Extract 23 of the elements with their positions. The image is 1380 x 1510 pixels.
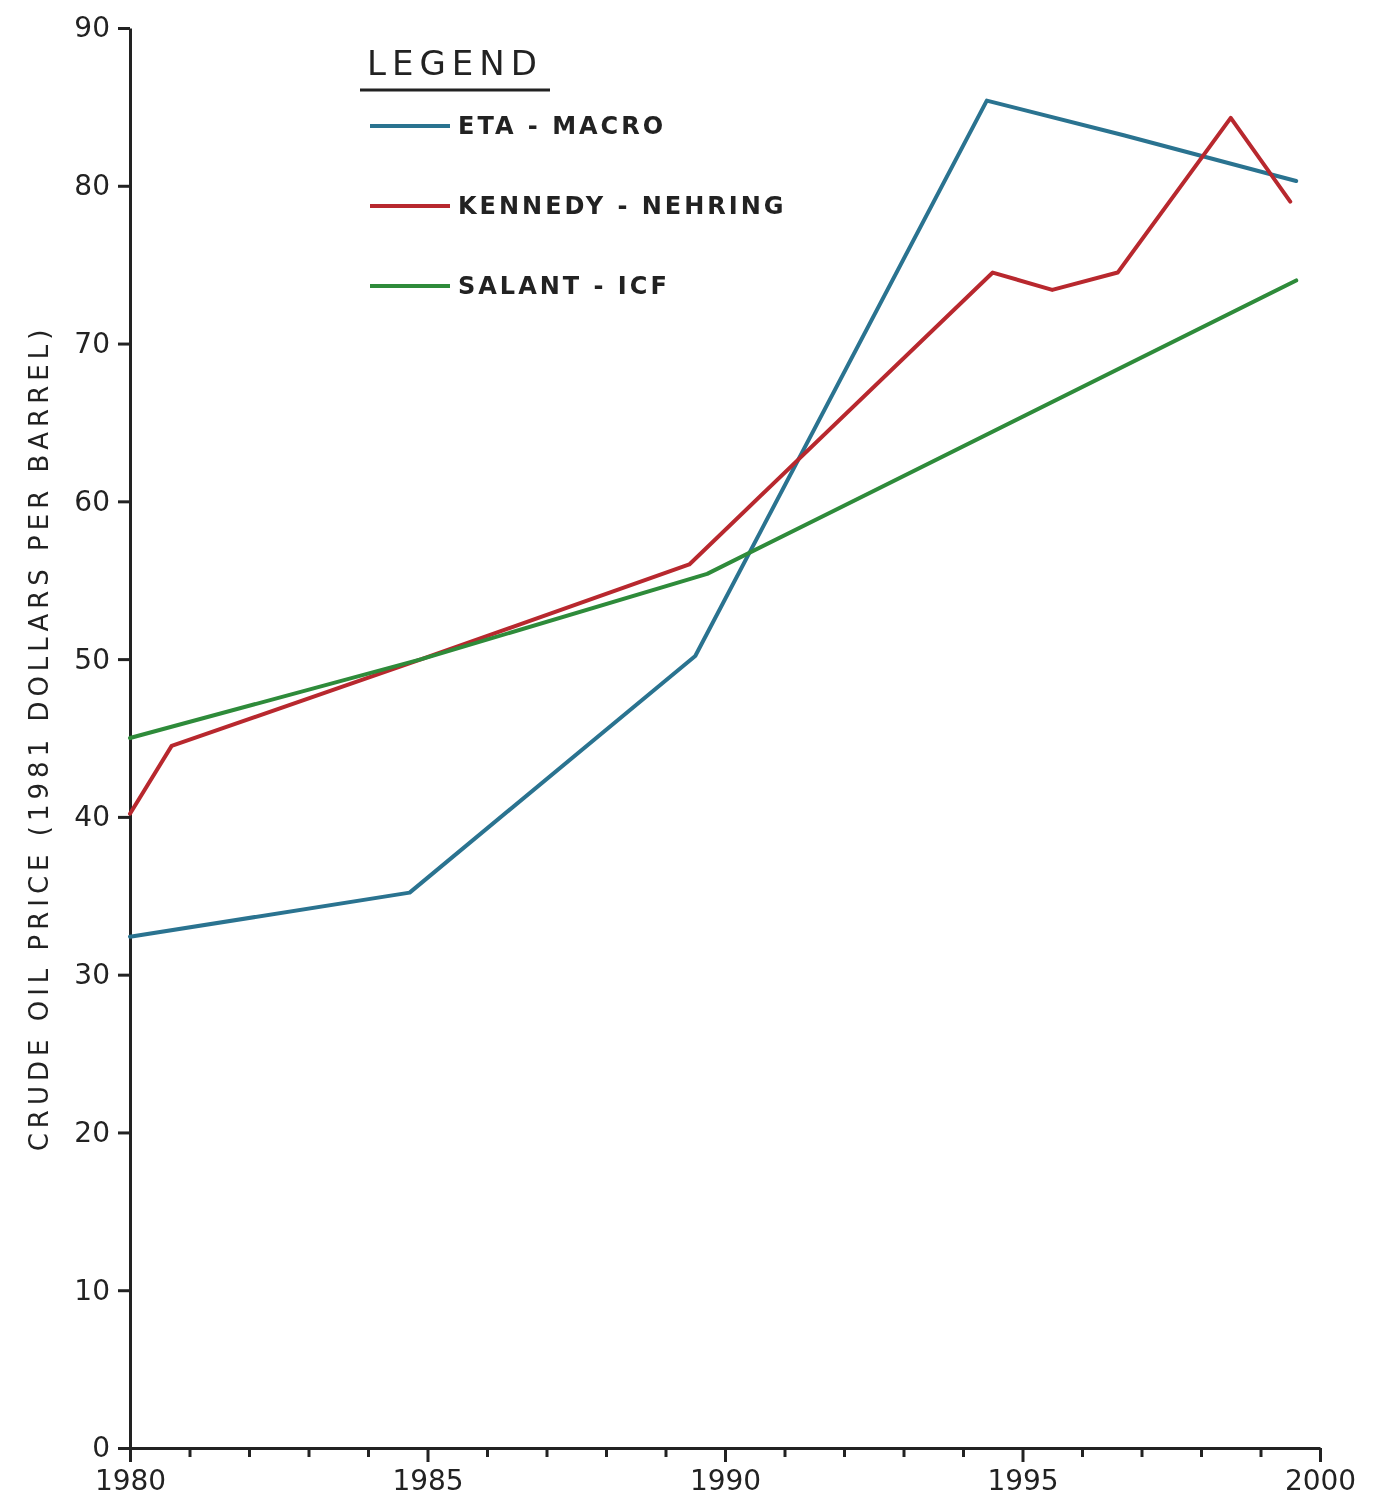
line-series — [128, 278, 1299, 740]
y-tick-label: 20 — [74, 1115, 110, 1149]
legend-label: SALANT - ICF — [458, 272, 670, 301]
y-tick-label: 0 — [92, 1431, 110, 1465]
y-tick-label: 40 — [74, 800, 110, 834]
y-tick-label: 60 — [74, 484, 110, 518]
x-tick-label: 1990 — [689, 1463, 762, 1497]
y-tick-label: 30 — [74, 958, 110, 992]
y-tick-label: 90 — [74, 11, 110, 45]
y-tick-label: 80 — [74, 169, 110, 203]
y-tick-label: 50 — [74, 642, 110, 676]
line-series — [128, 115, 1293, 816]
legend-label: KENNEDY - NEHRING — [458, 192, 787, 221]
y-tick-label: 70 — [74, 327, 110, 361]
y-tick-label: 10 — [74, 1273, 110, 1307]
legend-title: LEGEND — [367, 43, 543, 83]
x-tick-label: 1980 — [94, 1463, 167, 1497]
x-tick-label: 2000 — [1284, 1463, 1357, 1497]
x-tick-label: 1995 — [987, 1463, 1059, 1497]
x-tick-label: 1985 — [392, 1463, 464, 1497]
line-series — [128, 98, 1299, 939]
y-axis-title: CRUDE OIL PRICE (1981 DOLLARS PER BARREL) — [24, 324, 54, 1152]
legend-label: ETA - MACRO — [458, 112, 667, 141]
